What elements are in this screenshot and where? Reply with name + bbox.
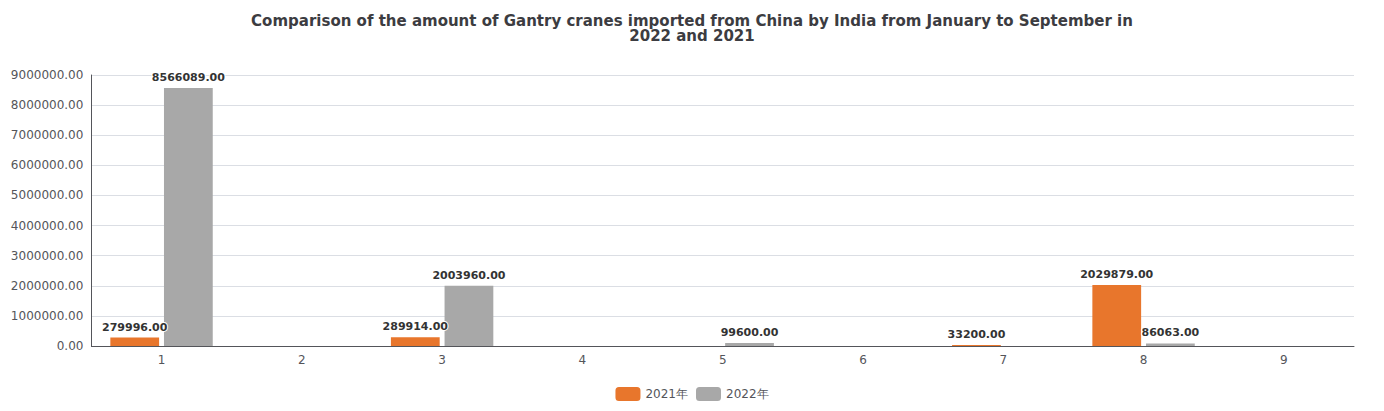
svg-text:1000000.00: 1000000.00 (11, 309, 84, 323)
svg-text:8: 8 (1140, 353, 1148, 367)
svg-text:0.00: 0.00 (57, 339, 84, 353)
svg-text:2: 2 (298, 353, 306, 367)
svg-text:1: 1 (158, 353, 166, 367)
svg-text:2021年: 2021年 (645, 387, 688, 401)
svg-text:9: 9 (1280, 353, 1288, 367)
svg-text:8000000.00: 8000000.00 (11, 98, 84, 112)
svg-text:4: 4 (579, 353, 587, 367)
svg-text:2029879.00: 2029879.00 (1080, 268, 1153, 281)
svg-text:99600.00: 99600.00 (721, 326, 779, 339)
svg-text:6000000.00: 6000000.00 (11, 158, 84, 172)
svg-text:2003960.00: 2003960.00 (432, 269, 505, 282)
svg-text:86063.00: 86063.00 (1142, 326, 1200, 339)
svg-text:5: 5 (719, 353, 727, 367)
svg-text:3: 3 (438, 353, 446, 367)
svg-text:5000000.00: 5000000.00 (11, 188, 84, 202)
svg-text:Comparison of the amount of Ga: Comparison of the amount of Gantry crane… (251, 11, 1133, 30)
svg-text:7000000.00: 7000000.00 (11, 128, 84, 142)
svg-text:289914.00: 289914.00 (383, 320, 449, 333)
svg-text:279996.00: 279996.00 (102, 321, 168, 334)
svg-text:2000000.00: 2000000.00 (11, 279, 84, 293)
svg-text:33200.00: 33200.00 (948, 328, 1006, 341)
svg-text:8566089.00: 8566089.00 (152, 71, 225, 84)
svg-text:2022 and 2021: 2022 and 2021 (629, 27, 754, 45)
svg-text:7: 7 (999, 353, 1007, 367)
svg-text:9000000.00: 9000000.00 (11, 68, 84, 82)
svg-text:6: 6 (859, 353, 867, 367)
svg-text:3000000.00: 3000000.00 (11, 249, 84, 263)
svg-text:2022年: 2022年 (726, 387, 769, 401)
svg-text:4000000.00: 4000000.00 (11, 219, 84, 233)
